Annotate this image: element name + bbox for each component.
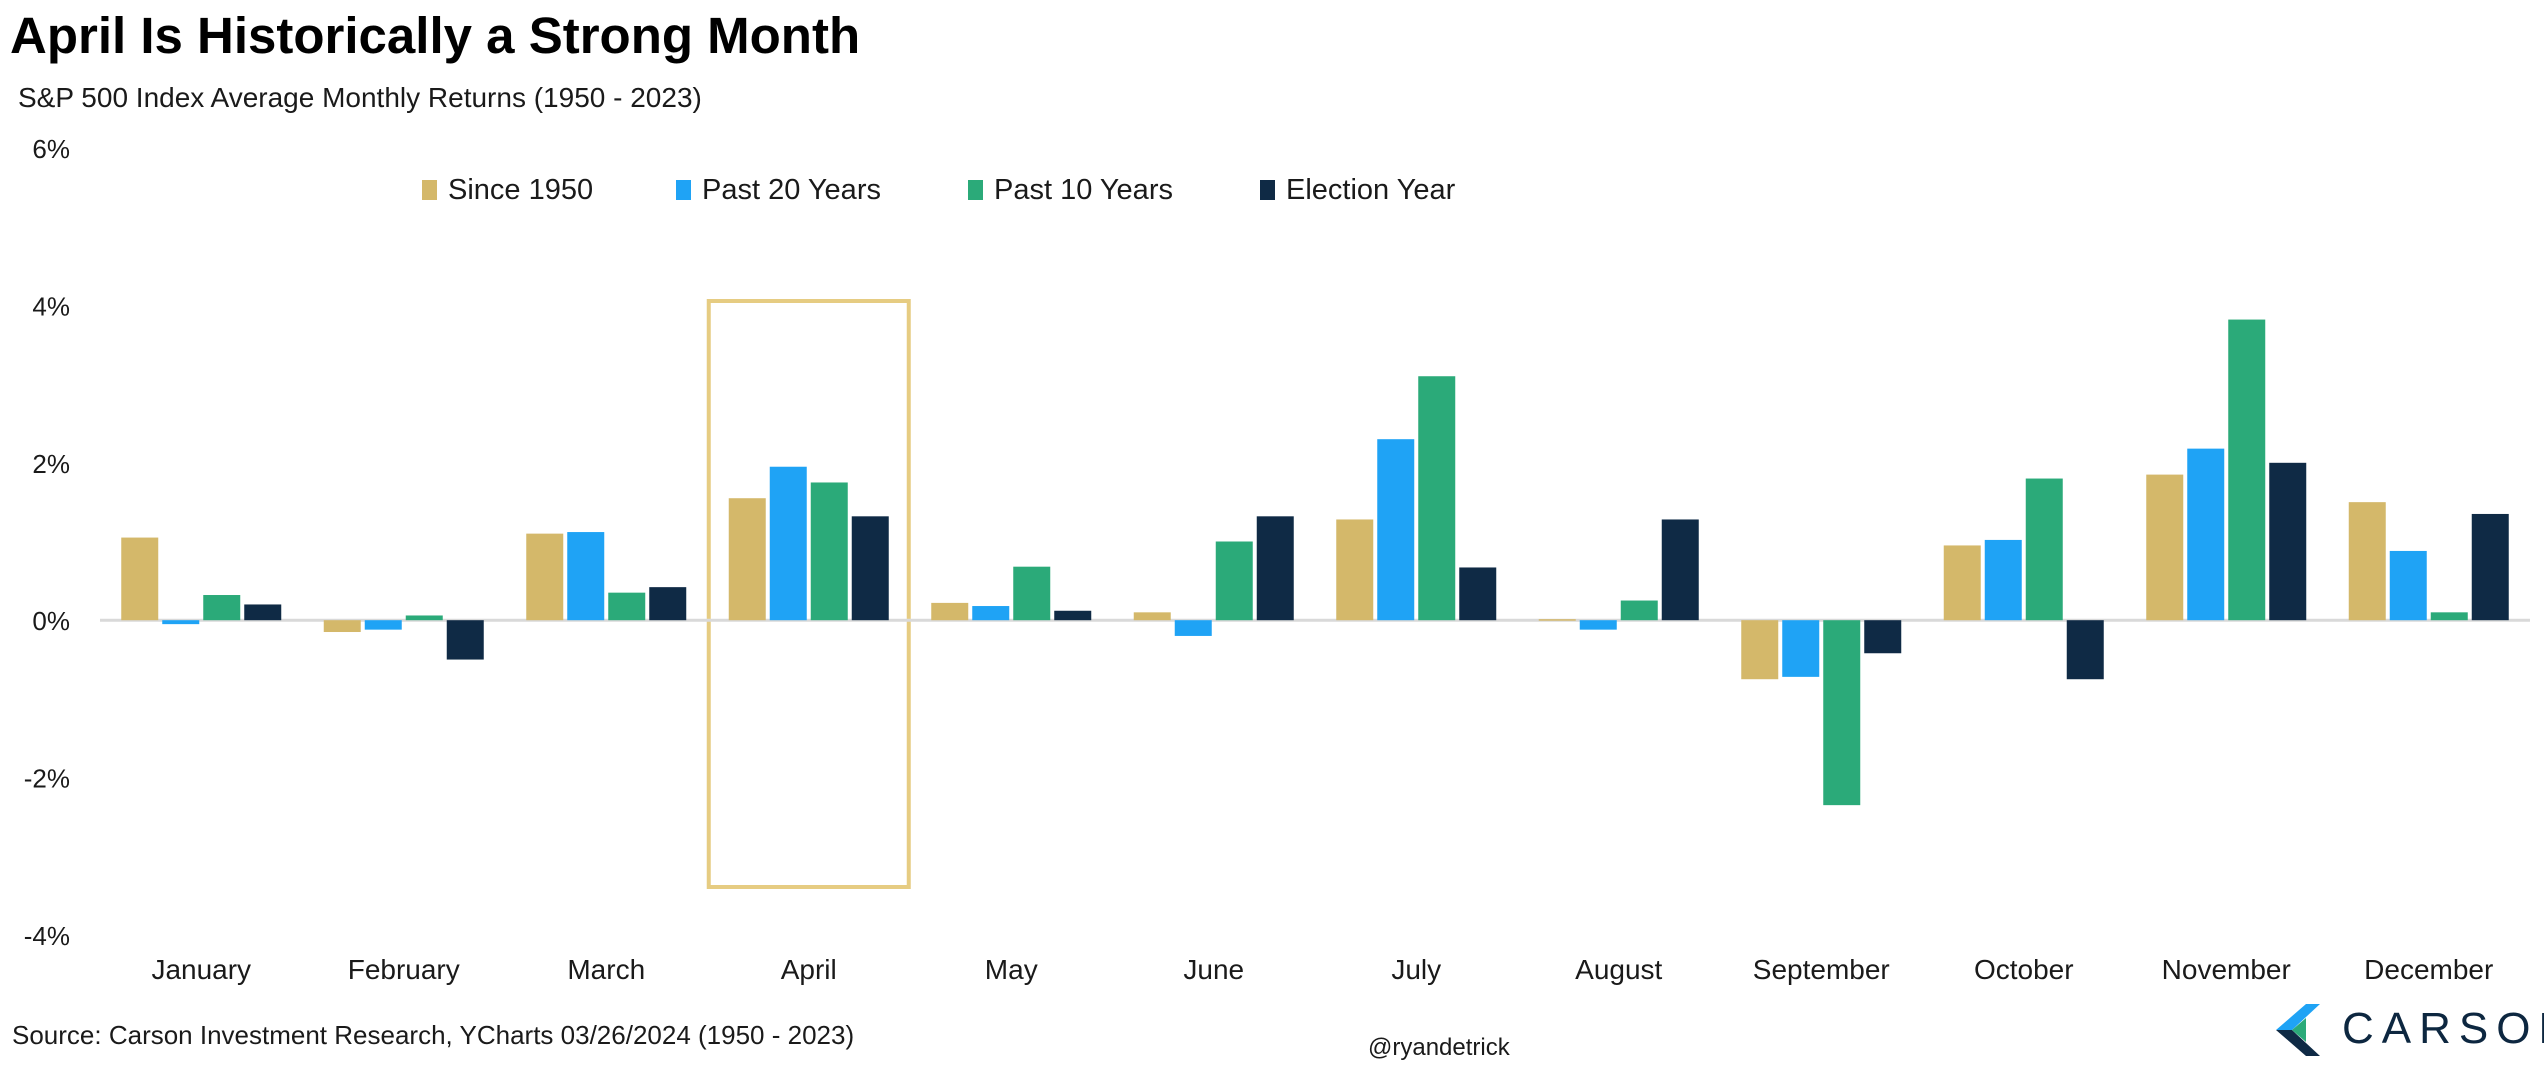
bar-chart: -4% -2% 0% 2% 4% 6% January February March April M… <box>24 134 2530 985</box>
bar <box>931 602 969 621</box>
bar <box>2269 462 2307 621</box>
x-tick-label: January <box>151 954 251 985</box>
x-tick-label: June <box>1183 954 1244 985</box>
bar <box>2228 319 2266 621</box>
bar <box>1943 545 1981 621</box>
bar <box>2430 612 2468 621</box>
x-tick-label: December <box>2364 954 2493 985</box>
bar <box>1782 620 1820 677</box>
bar <box>2066 620 2104 680</box>
legend-item: Since 1950 <box>422 174 593 206</box>
x-tick-label: February <box>348 954 460 985</box>
y-tick-label: 2% <box>32 449 70 479</box>
bar <box>567 532 605 621</box>
bar <box>1133 612 1171 621</box>
bar <box>972 606 1010 621</box>
bar <box>1984 539 2022 621</box>
bar <box>608 592 646 621</box>
bar <box>1336 519 1374 621</box>
bar <box>1013 566 1051 621</box>
x-tick-label: August <box>1575 954 1662 985</box>
bar <box>1864 620 1902 654</box>
bar <box>323 620 361 633</box>
bar <box>649 587 687 621</box>
bar <box>526 533 564 621</box>
bar <box>2146 474 2184 621</box>
bar <box>1174 620 1212 636</box>
bar <box>244 604 282 621</box>
legend-label: Past 20 Years <box>702 174 881 206</box>
legend-label: Since 1950 <box>448 174 593 206</box>
bar <box>851 516 889 621</box>
bar <box>1215 541 1253 621</box>
carson-logo: CARSON <box>2270 1000 2544 1060</box>
x-tick-label: September <box>1753 954 1890 985</box>
bar <box>810 482 848 621</box>
bar <box>2025 478 2063 621</box>
y-tick-label: -2% <box>24 764 70 794</box>
x-tick-label: November <box>2162 954 2291 985</box>
legend-item: Past 10 Years <box>968 174 1173 206</box>
legend-swatch <box>1260 180 1275 200</box>
author-handle: @ryandetrick <box>1368 1034 1510 1061</box>
bar <box>405 615 443 621</box>
bar <box>1579 620 1617 630</box>
legend-item: Past 20 Years <box>676 174 881 206</box>
bar <box>2348 502 2386 621</box>
x-tick-label: May <box>985 954 1038 985</box>
y-tick-label: 4% <box>32 291 70 321</box>
chart-title: April Is Historically a Strong Month <box>10 7 861 64</box>
bar <box>203 595 241 621</box>
x-tick-label: July <box>1391 954 1441 985</box>
x-tick-label: April <box>781 954 837 985</box>
x-tick-label: October <box>1974 954 2074 985</box>
bar <box>1823 620 1861 806</box>
april-highlight-box <box>706 299 911 889</box>
bar <box>728 498 766 621</box>
bar <box>1377 439 1415 621</box>
source-note: Source: Carson Investment Research, YCha… <box>12 1020 855 1050</box>
y-tick-label: 0% <box>32 606 70 636</box>
x-tick-label: March <box>567 954 645 985</box>
bar <box>1620 600 1658 621</box>
bar <box>1418 376 1456 621</box>
bar <box>2187 448 2225 621</box>
bar <box>364 620 402 630</box>
bar <box>1256 516 1294 621</box>
bar <box>1459 567 1497 621</box>
legend-swatch <box>676 180 691 200</box>
carson-chevron-logo-icon <box>2276 1004 2320 1056</box>
bar <box>121 537 159 621</box>
y-tick-label: 6% <box>32 134 70 164</box>
legend-item: Election Year <box>1260 174 1456 206</box>
legend-label: Election Year <box>1286 174 1456 206</box>
legend-swatch <box>422 180 437 200</box>
legend-label: Past 10 Years <box>994 174 1173 206</box>
bar <box>1538 619 1576 621</box>
bar <box>1054 610 1092 621</box>
bar <box>1741 620 1779 680</box>
carson-wordmark: CARSON <box>2342 1004 2544 1053</box>
bar <box>446 620 484 660</box>
bar <box>162 620 200 625</box>
bar <box>1661 519 1699 621</box>
legend-swatch <box>968 180 983 200</box>
bar <box>769 466 807 621</box>
y-tick-label: -4% <box>24 921 70 951</box>
chart-subtitle: S&P 500 Index Average Monthly Returns (1… <box>18 82 702 113</box>
bar <box>2389 550 2427 621</box>
bar <box>2471 513 2509 621</box>
